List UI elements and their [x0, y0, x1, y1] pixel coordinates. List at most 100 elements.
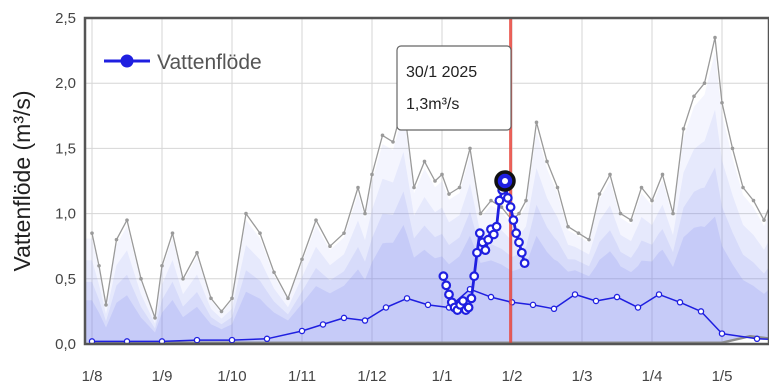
median-point: [487, 293, 495, 301]
legend: Vattenflöde: [104, 51, 262, 74]
max-point: [230, 296, 234, 301]
flow-point: [444, 289, 454, 300]
max-point: [170, 231, 175, 235]
max-point: [363, 211, 367, 216]
y-tick-label: 0,5: [55, 271, 76, 288]
max-point: [181, 277, 185, 281]
max-point: [534, 120, 539, 125]
flow-point: [480, 245, 491, 256]
flow-point: [483, 234, 494, 245]
max-point: [629, 218, 633, 222]
max-point: [660, 172, 665, 177]
tooltip: 30/1 2025 1,3m³/s: [396, 45, 512, 131]
max-point: [286, 296, 290, 301]
y-tick-label: 1,0: [55, 206, 76, 223]
max-point: [447, 192, 451, 196]
max-point: [90, 231, 94, 235]
flow-point: [514, 237, 524, 248]
flow-point: [491, 221, 502, 232]
max-point: [650, 198, 654, 203]
y-tick-label: 2,0: [55, 75, 76, 92]
max-point: [342, 231, 346, 235]
median-point: [571, 291, 579, 298]
max-point: [702, 81, 707, 85]
max-point: [608, 172, 612, 177]
max-point: [219, 309, 224, 314]
flow-series: [438, 170, 530, 315]
x-tick-label: 1/12: [357, 368, 386, 385]
flow-point: [441, 280, 452, 291]
max-point: [153, 316, 157, 320]
flow-point: [488, 229, 499, 240]
x-tick-label: 1/11: [288, 368, 316, 385]
max-point: [114, 237, 119, 242]
flow-point: [474, 228, 485, 239]
max-point: [762, 218, 766, 222]
max-point: [457, 185, 462, 190]
max-point: [489, 198, 493, 203]
max-point: [125, 218, 129, 222]
band-layer: [85, 216, 769, 343]
min-series: [92, 334, 769, 344]
max-point: [300, 257, 304, 262]
median-point: [655, 291, 663, 298]
max-point: [671, 211, 675, 216]
max-point: [730, 146, 735, 151]
flow-point: [508, 215, 519, 226]
max-point: [314, 218, 318, 222]
flow-point: [505, 202, 516, 212]
flow-point: [472, 247, 482, 258]
max-point: [433, 179, 437, 183]
max-point: [566, 224, 570, 229]
max-point: [576, 231, 581, 235]
max-point: [244, 211, 248, 216]
max-point: [139, 277, 143, 281]
median-point: [340, 314, 348, 322]
median-point: [193, 336, 201, 344]
plot-frame: [83, 16, 769, 346]
max-point: [478, 211, 483, 216]
band-layer: [85, 52, 769, 343]
max-point: [209, 296, 213, 301]
max-point: [499, 205, 504, 209]
flow-point: [516, 247, 527, 258]
max-point: [97, 263, 101, 268]
tooltip-box: [396, 45, 512, 131]
median-point: [676, 299, 684, 306]
flow-point: [438, 271, 449, 282]
flow-point: [469, 271, 480, 282]
median-point: [634, 304, 642, 311]
median-point: [361, 317, 369, 324]
y-axis-label: Vattenflöde (m³/s): [9, 90, 35, 271]
max-point: [517, 211, 521, 216]
min-line: [92, 334, 769, 344]
flow-point: [502, 193, 513, 203]
flow-point: [458, 296, 468, 306]
median-point: [753, 335, 761, 343]
max-point: [328, 244, 332, 248]
x-tick-label: 1/9: [152, 368, 173, 385]
max-point: [160, 263, 164, 268]
median-point: [718, 330, 726, 337]
max-point: [356, 185, 360, 190]
x-axis-ticks: 1/8 1/9 1/10 1/11 1/12 1/1 1/2 1/3 1/4 1/5: [82, 368, 733, 385]
median-point: [298, 327, 306, 335]
median-point: [228, 336, 236, 344]
median-point: [550, 305, 558, 313]
max-series: [90, 35, 769, 320]
max-point: [741, 185, 745, 190]
legend-label: Vattenflöde: [157, 51, 262, 74]
max-point: [524, 198, 528, 203]
median-point: [382, 304, 390, 311]
max-point: [545, 159, 549, 164]
max-point: [555, 185, 560, 190]
max-point: [195, 250, 199, 255]
median-point: [697, 308, 705, 315]
x-tick-label: 1/10: [217, 368, 246, 385]
max-point: [639, 185, 644, 190]
median-point: [319, 321, 327, 328]
max-point: [468, 146, 472, 151]
median-point: [592, 297, 600, 305]
max-point: [272, 270, 276, 275]
legend-marker: [120, 54, 134, 68]
